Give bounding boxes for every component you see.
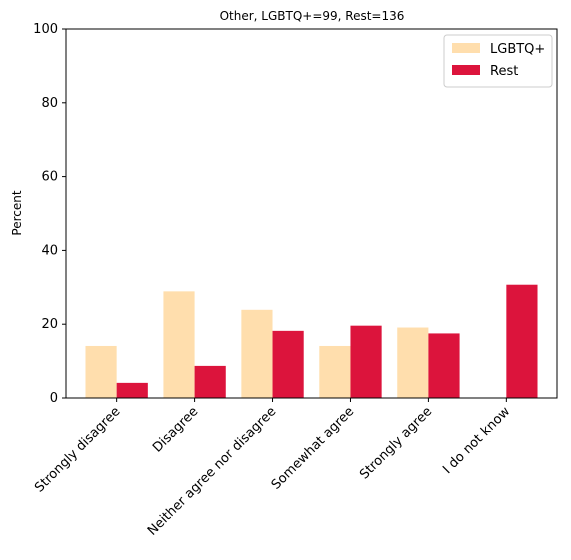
x-tick-label: Strongly disagree <box>32 404 123 495</box>
y-tick-label: 100 <box>33 22 58 37</box>
bar-rest-2 <box>272 330 304 398</box>
plot-frame <box>65 28 558 399</box>
legend-swatch <box>452 65 480 75</box>
legend-label: Rest <box>490 64 518 79</box>
y-tick-label: 0 <box>50 391 58 406</box>
bar-lgbtq-1 <box>163 291 195 398</box>
bars-group <box>85 284 538 398</box>
x-tick-label: Neither agree nor disagree <box>145 404 279 538</box>
legend: LGBTQ+ Rest <box>443 34 553 88</box>
bar-rest-0 <box>116 382 148 398</box>
bar-lgbtq-3 <box>319 345 351 398</box>
bar-lgbtq-0 <box>85 345 117 398</box>
legend-swatch <box>452 43 480 53</box>
y-tick-label: 40 <box>41 243 58 258</box>
bar-rest-5 <box>506 284 538 398</box>
legend-label: LGBTQ+ <box>490 42 545 57</box>
y-tick-label: 20 <box>41 317 58 332</box>
x-tick-label: I do not know <box>440 404 513 477</box>
bar-rest-4 <box>428 333 460 398</box>
chart-title: Other, LGBTQ+=99, Rest=136 <box>220 9 405 23</box>
x-tick-label: Strongly agree <box>357 404 435 482</box>
bar-lgbtq-4 <box>397 327 429 398</box>
y-axis-ticks: 0 20 40 60 80 100 <box>33 22 66 406</box>
bar-lgbtq-2 <box>241 309 273 398</box>
y-tick-label: 60 <box>41 170 58 185</box>
bar-rest-3 <box>350 325 382 398</box>
bar-rest-1 <box>194 365 226 398</box>
y-tick-label: 80 <box>41 96 58 111</box>
x-tick-label: Disagree <box>150 404 201 455</box>
x-tick-label: Somewhat agree <box>269 404 358 493</box>
y-axis-label: Percent <box>10 190 24 235</box>
